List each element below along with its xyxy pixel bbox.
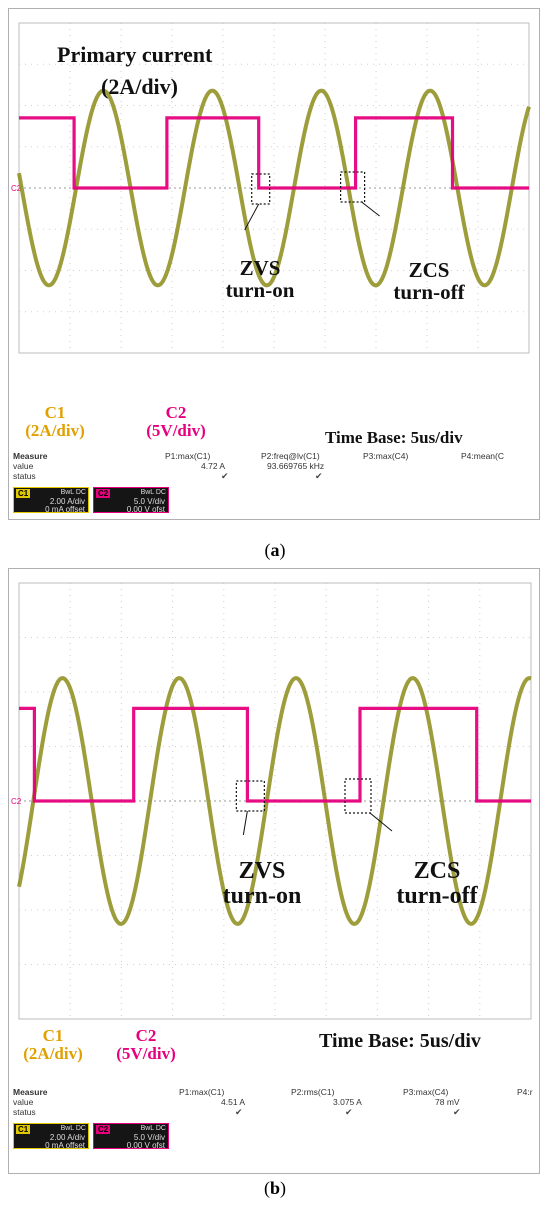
c1-vdiv: 2.00 A/div [49,497,85,506]
zcs-highlight-box [344,778,372,814]
series-c2-line [19,706,531,803]
measure-table-a: Measure P1:max(C1) P2:freq@lv(C1) P3:max… [9,451,539,491]
c2-offset: 0.00 V ofst [126,505,165,514]
c2-vdiv: 5.0 V/div [133,1133,165,1142]
zvs-line1: ZVS [239,256,281,280]
chart-title-unit-a: (2A/div) [101,74,178,99]
series-c1-line [17,676,532,926]
channel-box-c1-a[interactable]: C1 BwL DC 2.00 A/div 0 mA offset [13,487,89,514]
measure-param-1: P1:max(C1) [179,1087,225,1097]
channel-box-c2-a[interactable]: C2 BwL DC 5.0 V/div 0.00 V ofst [93,487,169,514]
time-base-b: Time Base: 5us/div [319,1030,481,1052]
zvs-line2: turn-on [222,883,302,910]
c1-scale: (2A/div) [25,420,85,440]
status-check-1: ✔ [235,1107,243,1117]
c2-label-a: C2 (5V/div) [131,404,221,440]
measure-param-2: P2:rms(C1) [291,1087,335,1097]
caption-b: (b) [263,1178,286,1198]
c2-bw: BwL DC [140,1125,166,1132]
zcs-annotation-b: ZCS turn-off [377,858,497,910]
status-check-2: ✔ [315,471,323,481]
zvs-pointer [244,203,260,231]
chart-title-a: Primary current [57,43,257,66]
c2-label-b: C2 (5V/div) [101,1027,191,1063]
measure-title: Measure [13,1087,48,1097]
c2-offset: 0.00 V ofst [126,1141,165,1150]
measure-param-1: P1:max(C1) [165,451,211,461]
series-c1-line [17,88,531,288]
zvs-highlight-box [235,780,265,812]
measure-value-3: 78 mV [435,1097,460,1107]
measure-param-3: P3:max(C4) [363,451,409,461]
zvs-annotation-a: ZVS turn-on [215,257,305,301]
c1-scale: (2A/div) [23,1043,83,1063]
c2-vdiv: 5.0 V/div [133,497,165,506]
scope-plot-a: C2 [11,22,531,354]
status-check-2: ✔ [345,1107,353,1117]
c1-name: C1 [42,1026,64,1045]
c1-bw: BwL DC [60,1125,86,1132]
measure-table-b: Measure P1:max(C1) P2:rms(C1) P3:max(C4)… [9,1087,539,1127]
status-check-1: ✔ [221,471,229,481]
c1-label-a: C1 (2A/div) [15,404,95,440]
caption-a: (a) [264,540,286,560]
c2-tag: C2 [96,1125,111,1134]
c2-tag: C2 [96,489,111,498]
measure-row-status: status [13,471,36,481]
ground-marker-c2: C2 [11,797,22,806]
measure-row-value: value [13,461,34,471]
c1-tag: C1 [16,489,31,498]
zcs-line1: ZCS [408,258,450,282]
panel-b: C2 ZVS turn-on ZCS turn-off C1 (2A/div) … [8,568,540,1174]
zvs-line1: ZVS [238,858,286,884]
measure-param-2: P2:freq@lv(C1) [261,451,320,461]
zcs-highlight-box [340,171,366,203]
panel-a: C2 Primary current (2A/div) ZVS turn-on … [8,8,540,520]
zcs-pointer [361,201,380,217]
series-c2-line [19,116,529,190]
c2-name: C2 [165,403,187,422]
measure-param-3: P3:max(C4) [403,1087,449,1097]
c2-scale: (5V/div) [116,1043,176,1063]
c1-tag: C1 [16,1125,31,1134]
c2-name: C2 [135,1026,157,1045]
c1-name: C1 [44,403,66,422]
zvs-highlight-box [251,173,271,205]
measure-row-status: status [13,1107,36,1117]
c1-offset: 0 mA offset [45,1141,85,1150]
c1-vdiv: 2.00 A/div [49,1133,85,1142]
zcs-pointer [369,812,393,832]
zcs-annotation-a: ZCS turn-off [379,259,479,303]
ground-marker-c2: C2 [11,184,22,193]
measure-param-4: P4:mean(C [461,451,504,461]
zvs-annotation-b: ZVS turn-on [207,858,317,910]
zvs-pointer [242,810,248,836]
measure-value-1: 4.72 A [201,461,226,471]
c1-label-b: C1 (2A/div) [13,1027,93,1063]
zvs-line2: turn-on [225,278,295,303]
channel-box-c1-b[interactable]: C1 BwL DC 2.00 A/div 0 mA offset [13,1123,89,1150]
c1-offset: 0 mA offset [45,505,85,514]
measure-param-4: P4:r [517,1087,533,1097]
measure-value-1: 4.51 A [221,1097,246,1107]
measure-title: Measure [13,451,48,461]
scope-display-b: C2 [9,569,539,1069]
status-check-3: ✔ [453,1107,461,1117]
channel-box-c2-b[interactable]: C2 BwL DC 5.0 V/div 0.00 V ofst [93,1123,169,1150]
zcs-line2: turn-off [396,883,478,910]
zcs-line1: ZCS [413,858,461,884]
scope-plot-b: C2 [11,582,532,1020]
c2-bw: BwL DC [140,489,166,496]
measure-value-2: 93.669765 kHz [267,461,325,471]
scope-display-a: C2 [9,9,539,449]
c1-bw: BwL DC [60,489,86,496]
c2-scale: (5V/div) [146,420,206,440]
time-base-a: Time Base: 5us/div [325,428,463,447]
measure-value-2: 3.075 A [333,1097,362,1107]
title-text: Primary current [57,42,213,67]
zcs-line2: turn-off [393,280,465,305]
measure-row-value: value [13,1097,34,1107]
